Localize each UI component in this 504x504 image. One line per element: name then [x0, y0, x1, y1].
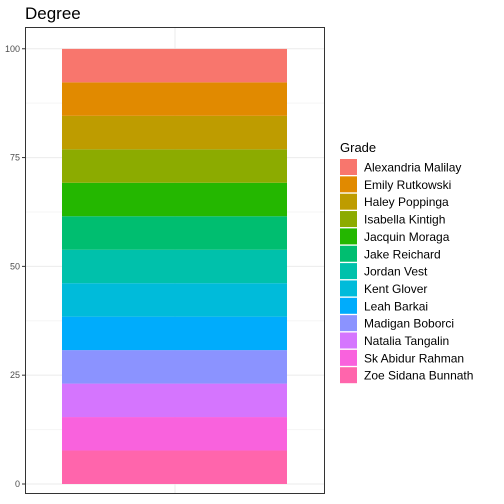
bar-segment	[62, 283, 287, 317]
bar-segment	[62, 149, 287, 183]
bar-segment	[62, 450, 287, 484]
legend-label: Isabella Kintigh	[364, 213, 445, 227]
bar-segment	[62, 115, 287, 150]
legend-key	[340, 280, 357, 297]
bar-segments	[62, 48, 287, 484]
legend-label: Natalia Tangalin	[364, 334, 449, 348]
bar-segment	[62, 316, 287, 351]
bar-segment	[62, 350, 287, 384]
legend-key	[340, 315, 357, 332]
legend-key	[340, 228, 357, 245]
legend-label: Jordan Vest	[364, 265, 428, 279]
bar-segment	[62, 383, 287, 418]
legend-key	[340, 349, 357, 366]
legend-label: Madigan Boborci	[364, 317, 454, 331]
legend-label: Jacquin Moraga	[364, 230, 450, 244]
legend-key	[340, 176, 357, 193]
legend-label: Sk Abidur Rahman	[364, 351, 464, 365]
legend-label: Emily Rutkowski	[364, 178, 451, 192]
legend-label: Alexandria Malilay	[364, 161, 461, 175]
y-axis: 0 25 50 75 100	[5, 44, 25, 489]
legend-key	[340, 193, 357, 210]
legend-label: Kent Glover	[364, 282, 427, 296]
bar-segment	[62, 48, 287, 83]
legend-key	[340, 297, 357, 314]
y-tick-label: 100	[5, 44, 20, 54]
legend-key	[340, 211, 357, 228]
legend-title: Grade	[340, 140, 376, 155]
bar-segment	[62, 216, 287, 250]
y-tick-label: 0	[15, 479, 20, 489]
legend-label: Jake Reichard	[364, 247, 441, 261]
y-tick-label: 50	[10, 261, 20, 271]
bar-segment	[62, 417, 287, 451]
y-tick-label: 75	[10, 153, 20, 163]
legend-key	[340, 332, 357, 349]
legend-key	[340, 367, 357, 384]
legend: Grade Alexandria Malilay Emily Rutkowski H…	[340, 140, 473, 384]
bar-segment	[62, 182, 287, 217]
legend-key	[340, 159, 357, 175]
legend-label: Leah Barkai	[364, 299, 428, 313]
legend-key	[340, 263, 357, 280]
legend-label: Zoe Sidana Bunnath	[364, 369, 473, 383]
bar-segment	[62, 82, 287, 116]
legend-label: Haley Poppinga	[364, 195, 449, 209]
bar-segment	[62, 249, 287, 284]
y-tick-label: 25	[10, 370, 20, 380]
chart-title: Degree	[25, 4, 81, 23]
panel-border	[25, 27, 325, 494]
legend-key	[340, 245, 357, 262]
